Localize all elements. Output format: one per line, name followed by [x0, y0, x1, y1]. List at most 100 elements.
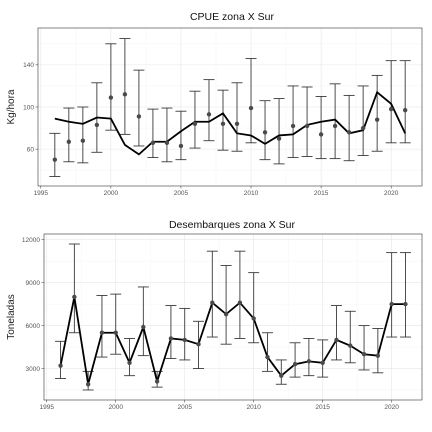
error-bar [303, 338, 315, 377]
error-bar [386, 252, 398, 338]
data-point [210, 300, 215, 305]
data-point [72, 294, 77, 300]
error-bar [165, 305, 177, 359]
y-tick-label: 100 [23, 104, 34, 111]
data-point [122, 92, 128, 97]
data-point [375, 353, 381, 358]
y-tick-label: 6000 [26, 323, 41, 330]
data-point [178, 143, 184, 149]
data-point [306, 359, 312, 364]
error-bar [96, 295, 108, 358]
data-point [361, 352, 367, 357]
trend-line [59, 296, 406, 385]
error-bar [124, 338, 136, 377]
error-bar [329, 83, 341, 160]
x-tick-label: 2015 [315, 404, 330, 411]
data-point [332, 123, 338, 129]
data-point [206, 112, 212, 117]
data-point [234, 121, 240, 127]
data-point [136, 114, 142, 119]
error-bar [289, 342, 301, 378]
data-point [248, 105, 254, 111]
error-bar [206, 250, 218, 338]
data-point [80, 138, 86, 143]
data-point [113, 330, 118, 335]
error-bar [344, 310, 356, 364]
x-tick-label: 2005 [174, 190, 189, 197]
x-tick-label: 2005 [177, 404, 192, 411]
error-bar [330, 305, 342, 361]
data-point [348, 343, 353, 348]
error-bar [203, 79, 215, 142]
data-point [346, 130, 352, 135]
error-bar [77, 106, 89, 164]
error-bar [55, 340, 67, 379]
cpue-panel: CPUE zona X Sur Kg/hora 1995 2000 2005 2010… [6, 11, 423, 197]
data-point [403, 301, 408, 307]
panel-border [43, 233, 423, 401]
data-point [108, 95, 114, 100]
data-point [374, 117, 380, 122]
data-point [290, 123, 296, 129]
data-point [265, 354, 270, 360]
error-bar [287, 85, 299, 159]
data-point [389, 301, 394, 307]
data-point [251, 316, 256, 321]
x-tick-label: 2010 [246, 404, 261, 411]
error-bar [317, 339, 329, 378]
error-bar [245, 58, 257, 144]
data-point [320, 360, 325, 365]
data-point [164, 140, 170, 146]
error-bar [63, 107, 75, 163]
error-bar [399, 252, 411, 338]
trend-line [54, 90, 406, 156]
error-bar [315, 96, 327, 160]
cpue-title: CPUE zona X Sur [190, 11, 275, 23]
x-tick-label: 2010 [244, 190, 259, 197]
error-bar [372, 327, 384, 374]
error-bar [179, 307, 191, 361]
data-point [154, 379, 160, 384]
x-tick-label: 2020 [384, 190, 399, 197]
data-point [262, 130, 268, 135]
data-point [292, 362, 298, 367]
error-bar [248, 272, 260, 344]
cpue-grid [38, 28, 422, 186]
error-bar [301, 86, 313, 157]
x-tick-label: 2000 [104, 190, 119, 197]
data-point [388, 106, 394, 112]
desembarques-grid [44, 234, 422, 400]
data-point [276, 136, 282, 141]
desembarques-title: Desembarques zona X Sur [169, 219, 296, 231]
error-bar [49, 132, 61, 177]
error-bar [217, 89, 229, 151]
error-bar [343, 94, 355, 162]
error-bar [220, 265, 232, 345]
cpue-y-axis-label: Kg/hora [6, 89, 17, 124]
data-point [168, 336, 174, 341]
data-point [402, 107, 408, 113]
error-bar [357, 85, 369, 156]
error-bar [261, 332, 273, 372]
cpue-marks [49, 38, 411, 177]
error-bar [68, 243, 80, 334]
x-tick-label: 1995 [40, 404, 55, 411]
error-bar [371, 74, 383, 152]
x-tick-label: 2020 [384, 404, 399, 411]
y-tick-label: 60 [27, 146, 35, 153]
error-bar [189, 90, 201, 149]
error-bar [385, 60, 397, 144]
data-point [94, 122, 100, 128]
data-point [99, 330, 105, 335]
error-bar [147, 108, 159, 159]
data-point [223, 311, 229, 317]
data-point [58, 363, 63, 368]
data-point [360, 125, 366, 131]
error-bar [110, 293, 122, 355]
data-point [52, 157, 58, 162]
error-bar [275, 359, 287, 385]
x-tick-label: 1995 [34, 190, 49, 197]
error-bar [161, 107, 173, 163]
desembarques-panel: Desembarques zona X Sur Toneladas 1995 20… [6, 219, 423, 411]
x-tick-label: 2000 [109, 404, 124, 411]
